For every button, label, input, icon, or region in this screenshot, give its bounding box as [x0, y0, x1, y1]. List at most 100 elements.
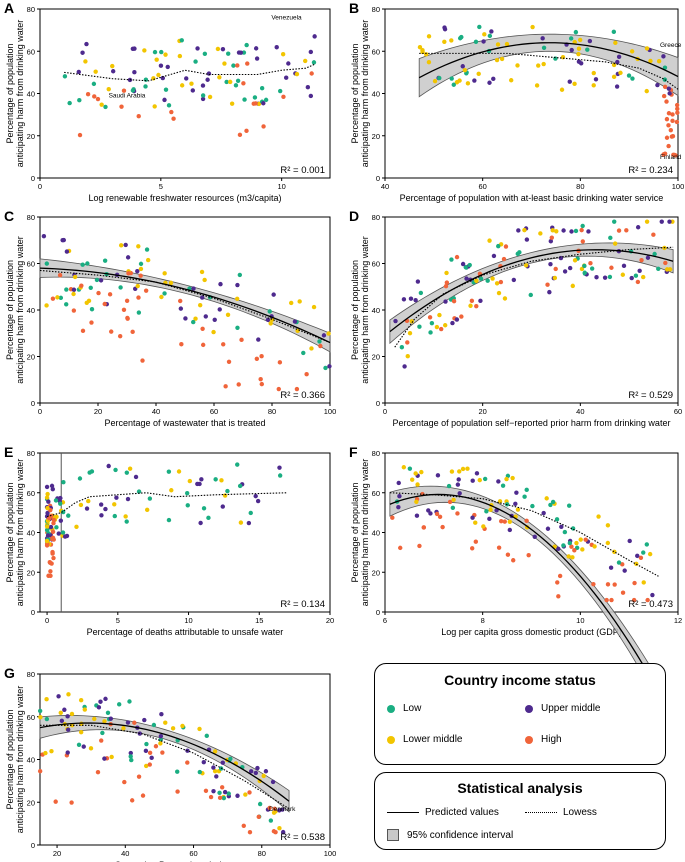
data-point: [92, 716, 97, 722]
data-point: [473, 539, 479, 544]
data-point: [553, 266, 558, 272]
legend-item-low: Low: [387, 703, 421, 714]
data-point: [635, 225, 641, 230]
data-point: [179, 38, 184, 43]
y-axis-label-line: anticipating harm from drinking water: [360, 20, 370, 168]
data-point: [217, 795, 223, 801]
data-point: [308, 93, 314, 99]
data-point: [217, 307, 222, 312]
data-point: [608, 235, 613, 241]
data-point: [258, 376, 263, 382]
data-point: [405, 340, 410, 345]
data-point: [670, 112, 675, 117]
data-point: [53, 799, 58, 804]
data-point: [154, 57, 159, 62]
panel-e: 0 20 40 60 80 0 5 10 15 20 Percentage of deaths at…: [4, 444, 334, 637]
data-point: [137, 731, 143, 736]
data-point: [61, 479, 66, 485]
data-point: [550, 499, 556, 505]
data-point: [449, 257, 454, 262]
data-point: [125, 315, 130, 321]
data-point: [222, 61, 227, 66]
data-point: [455, 511, 460, 516]
data-point: [242, 97, 247, 102]
data-point: [129, 757, 134, 763]
data-point: [49, 483, 55, 489]
data-point: [103, 506, 108, 512]
data-point: [570, 555, 575, 560]
x-tick-label: 80: [576, 182, 584, 191]
data-point: [484, 509, 489, 514]
data-point: [51, 517, 57, 523]
legend-item-high: High: [525, 734, 562, 745]
data-point: [401, 297, 407, 302]
data-point: [390, 515, 395, 520]
data-point: [140, 358, 145, 363]
data-point: [656, 266, 661, 272]
data-point: [491, 253, 497, 259]
data-point: [426, 34, 432, 39]
data-point: [421, 525, 427, 530]
y-tick-label: 20: [372, 353, 380, 362]
data-point: [670, 118, 675, 124]
data-point: [541, 45, 547, 50]
data-point: [277, 360, 283, 365]
data-point: [98, 278, 104, 283]
data-point: [604, 597, 609, 603]
data-point: [149, 755, 154, 761]
data-point: [127, 466, 133, 471]
data-point: [212, 317, 217, 322]
data-point: [460, 64, 465, 69]
data-point: [41, 233, 47, 239]
y-axis-label-line: anticipating harm from drinking water: [360, 236, 370, 384]
data-point: [135, 283, 140, 289]
data-point: [566, 503, 572, 508]
data-point: [187, 478, 193, 484]
y-tick-label: 60: [27, 47, 35, 56]
data-point: [303, 58, 308, 64]
data-point: [79, 283, 84, 288]
data-point: [244, 128, 249, 134]
data-point: [118, 243, 124, 248]
data-point: [577, 37, 583, 43]
data-point: [624, 228, 629, 233]
data-point: [579, 61, 584, 66]
data-point: [193, 59, 198, 64]
data-point: [459, 314, 464, 319]
x-tick-label: 0: [45, 616, 49, 625]
data-point: [74, 524, 79, 530]
y-axis-label-line: anticipating harm from drinking water: [15, 686, 25, 834]
data-point: [477, 477, 482, 483]
data-point: [259, 354, 264, 359]
data-point: [572, 548, 577, 553]
x-tick-label: 12: [674, 616, 682, 625]
data-point: [522, 227, 527, 233]
y-tick-label: 40: [27, 529, 35, 538]
data-point: [586, 229, 591, 234]
data-point: [579, 227, 584, 233]
data-point: [222, 493, 228, 498]
data-point: [277, 88, 283, 94]
data-point: [200, 96, 206, 102]
data-point: [620, 562, 625, 567]
data-point: [114, 495, 119, 500]
data-point: [80, 50, 85, 55]
data-point: [450, 505, 456, 511]
data-point: [671, 152, 676, 157]
data-point: [272, 806, 277, 812]
data-point: [644, 219, 650, 224]
data-point: [573, 228, 579, 234]
y-tick-label: 0: [376, 608, 380, 617]
data-point: [605, 582, 611, 587]
income-legend-title: Country income status: [444, 672, 596, 688]
y-axis-label: Percentage of populationanticipating har…: [5, 236, 25, 384]
data-point: [620, 590, 626, 595]
data-point: [478, 298, 483, 304]
data-point: [534, 83, 540, 88]
data-point: [57, 272, 63, 278]
data-point: [163, 720, 168, 725]
data-point: [138, 273, 143, 278]
data-point: [470, 515, 475, 520]
data-point: [255, 765, 260, 771]
data-point: [550, 228, 555, 233]
